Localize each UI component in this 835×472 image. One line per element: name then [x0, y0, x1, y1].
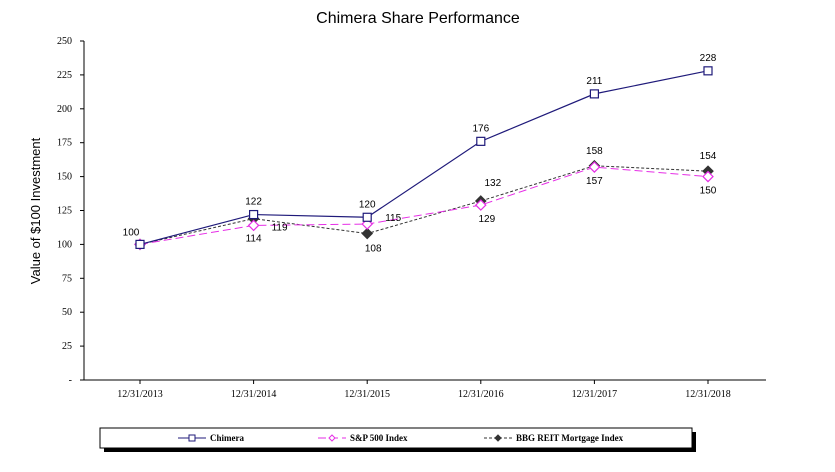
data-label: 228: [700, 53, 717, 64]
legend-marker-diamond: [494, 434, 502, 442]
data-label: 150: [700, 186, 717, 197]
legend-label: Chimera: [210, 433, 244, 443]
data-point-square: [703, 66, 713, 76]
y-tick-label: 100: [57, 239, 72, 250]
legend-marker-diamond: [328, 434, 336, 442]
x-tick-label: 12/31/2015: [344, 389, 390, 400]
x-tick-label: 12/31/2016: [458, 389, 504, 400]
data-label: 129: [478, 214, 495, 225]
legend-box: [99, 427, 693, 449]
data-label: 132: [484, 178, 501, 189]
x-tick-label: 12/31/2018: [685, 389, 731, 400]
data-label: 120: [359, 199, 376, 210]
data-point-diamond: [361, 227, 374, 240]
data-point-diamond: [588, 161, 601, 173]
y-tick-label: 150: [57, 172, 72, 183]
data-point-square: [589, 89, 600, 99]
y-tick-label: 250: [57, 36, 72, 47]
data-label: 122: [245, 197, 262, 208]
data-point-square: [362, 212, 372, 222]
data-point-square: [135, 239, 145, 249]
x-tick-label: 12/31/2017: [572, 389, 618, 400]
data-label: 119: [272, 223, 288, 234]
data-point-diamond: [474, 199, 487, 211]
y-tick-label: 75: [62, 273, 72, 284]
x-tick-label: 12/31/2013: [117, 389, 163, 400]
data-label: 114: [246, 233, 262, 244]
data-label: 115: [385, 213, 401, 224]
series-line-2: [139, 165, 709, 245]
chart-title: Chimera Share Performance: [316, 10, 520, 27]
data-label: 158: [586, 146, 603, 157]
data-point-diamond: [702, 170, 714, 183]
series-line-1: [139, 166, 709, 245]
data-point-diamond: [247, 219, 260, 232]
data-label: 157: [586, 176, 603, 187]
y-tick-label: 125: [57, 206, 72, 217]
data-label: 154: [700, 151, 717, 162]
legend-label: S&P 500 Index: [350, 433, 408, 443]
data-label: 100: [123, 227, 140, 238]
data-label: 176: [472, 123, 489, 134]
y-tick-label: -: [69, 375, 72, 386]
series-line-0: [139, 70, 709, 245]
y-axis-label: Value of $100 Investment: [28, 137, 43, 284]
legend-label: BBG REIT Mortgage Index: [516, 433, 624, 443]
y-tick-label: 175: [57, 138, 72, 149]
data-point-square: [249, 209, 259, 220]
y-tick-label: 225: [57, 70, 72, 81]
y-tick-label: 25: [62, 341, 72, 352]
data-label: 108: [365, 244, 382, 255]
y-tick-label: 50: [62, 307, 72, 318]
x-tick-label: 12/31/2014: [231, 389, 277, 400]
data-point-square: [476, 136, 486, 146]
y-tick-label: 200: [57, 104, 72, 115]
legend: Chimera S&P 500 Index BBG REIT Mortgage In…: [99, 427, 696, 452]
data-label: 211: [586, 76, 602, 87]
legend-marker-square: [188, 434, 196, 442]
